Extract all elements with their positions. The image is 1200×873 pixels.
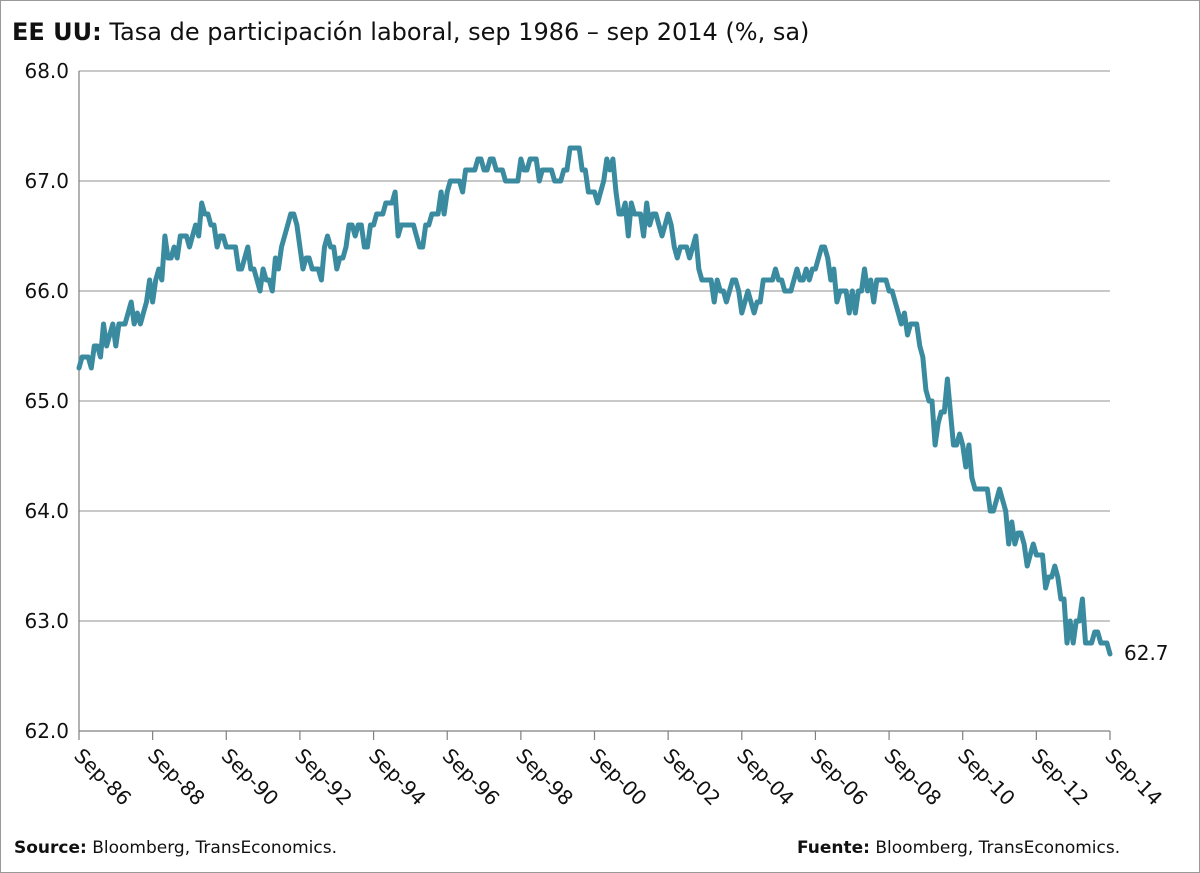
- fuente-text: Bloomberg, TransEconomics.: [875, 838, 1121, 858]
- series-line: [76, 145, 1113, 657]
- fuente-note: Fuente: Bloomberg, TransEconomics.: [797, 838, 1120, 858]
- source-text: Bloomberg, TransEconomics.: [92, 838, 337, 858]
- x-tick-label: Sep-10: [953, 744, 1020, 811]
- x-tick-label: Sep-12: [1027, 744, 1094, 811]
- x-tick-label: Sep-86: [69, 744, 136, 811]
- x-tick-label: Sep-00: [585, 744, 652, 811]
- x-tick-label: Sep-90: [217, 744, 284, 811]
- chart-title-bold: EE UU:: [12, 18, 102, 46]
- x-tick-label: Sep-02: [659, 744, 726, 811]
- end-value-label: 62.7: [1124, 641, 1169, 665]
- x-tick-label: Sep-08: [880, 744, 947, 811]
- y-tick-label: 68.0: [24, 59, 69, 83]
- chart-title: EE UU: Tasa de participación laboral, se…: [12, 18, 809, 46]
- x-tick-label: Sep-06: [806, 744, 873, 811]
- source-note: Source: Bloomberg, TransEconomics.: [14, 838, 337, 858]
- y-tick-label: 62.0: [24, 719, 69, 743]
- x-tick-label: Sep-98: [511, 744, 578, 811]
- x-tick-label: Sep-14: [1100, 744, 1167, 811]
- source-label: Source:: [14, 838, 87, 858]
- y-tick-label: 66.0: [24, 279, 69, 303]
- x-tick-label: Sep-04: [732, 744, 799, 811]
- x-tick-label: Sep-94: [364, 744, 431, 811]
- y-tick-label: 67.0: [24, 169, 69, 193]
- x-tick-label: Sep-88: [143, 744, 210, 811]
- x-tick-label: Sep-96: [438, 744, 505, 811]
- y-tick-label: 64.0: [24, 499, 69, 523]
- chart-title-text: Tasa de participación laboral, sep 1986 …: [109, 18, 810, 46]
- x-tick-label: Sep-92: [290, 744, 357, 811]
- y-tick-label: 65.0: [24, 389, 69, 413]
- y-tick-label: 63.0: [24, 609, 69, 633]
- fuente-label: Fuente:: [797, 838, 870, 858]
